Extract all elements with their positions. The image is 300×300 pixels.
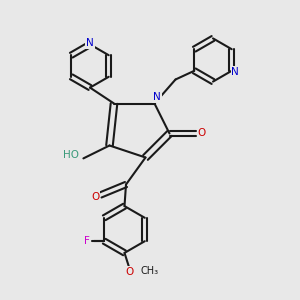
Text: O: O <box>91 191 99 202</box>
Text: O: O <box>197 128 206 139</box>
Text: N: N <box>231 67 239 77</box>
Text: N: N <box>153 92 161 103</box>
Text: O: O <box>125 267 134 277</box>
Text: CH₃: CH₃ <box>140 266 158 277</box>
Text: HO: HO <box>63 150 79 160</box>
Text: N: N <box>86 38 94 48</box>
Text: F: F <box>82 236 88 246</box>
Text: F: F <box>84 236 90 246</box>
